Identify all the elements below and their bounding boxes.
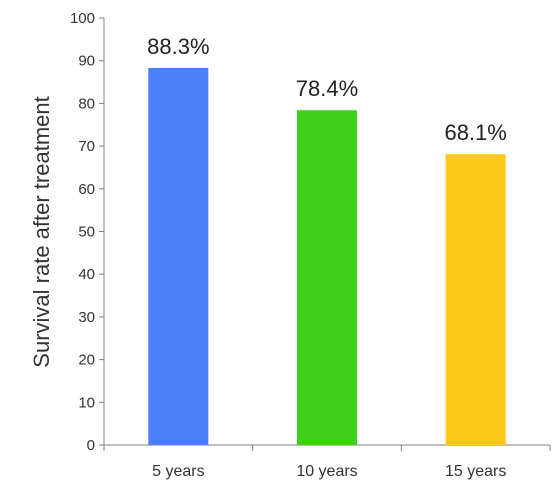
y-tick-label: 20	[78, 352, 95, 369]
data-labels: 88.3% 78.4% 68.1%	[147, 34, 507, 145]
y-tick-label: 50	[78, 224, 95, 241]
bar-10-years	[297, 110, 357, 446]
bar-5-years	[148, 67, 209, 446]
x-tick-label: 10 years	[296, 463, 357, 480]
x-tick-label: 15 years	[445, 463, 506, 480]
data-label: 78.4%	[296, 76, 358, 101]
bar-15-years	[445, 154, 506, 445]
y-tick-label: 70	[78, 138, 95, 155]
x-axis: 5 years 10 years 15 years	[103, 444, 551, 480]
bars	[148, 67, 506, 446]
y-axis: 0 10 20 30 40 50 60 70 80 90 100	[70, 10, 105, 454]
y-axis-title: Survival rate after treatment	[29, 96, 54, 367]
y-tick-label: 0	[87, 437, 95, 454]
y-tick-label: 30	[78, 309, 95, 326]
data-label: 88.3%	[147, 34, 209, 59]
x-tick-label: 5 years	[152, 463, 204, 480]
data-label: 68.1%	[444, 120, 506, 145]
y-tick-label: 60	[78, 181, 95, 198]
y-tick-label: 10	[78, 394, 95, 411]
y-tick-label: 40	[78, 266, 95, 283]
y-tick-label: 100	[70, 10, 95, 27]
y-tick-label: 90	[78, 53, 95, 70]
y-tick-label: 80	[78, 95, 95, 112]
